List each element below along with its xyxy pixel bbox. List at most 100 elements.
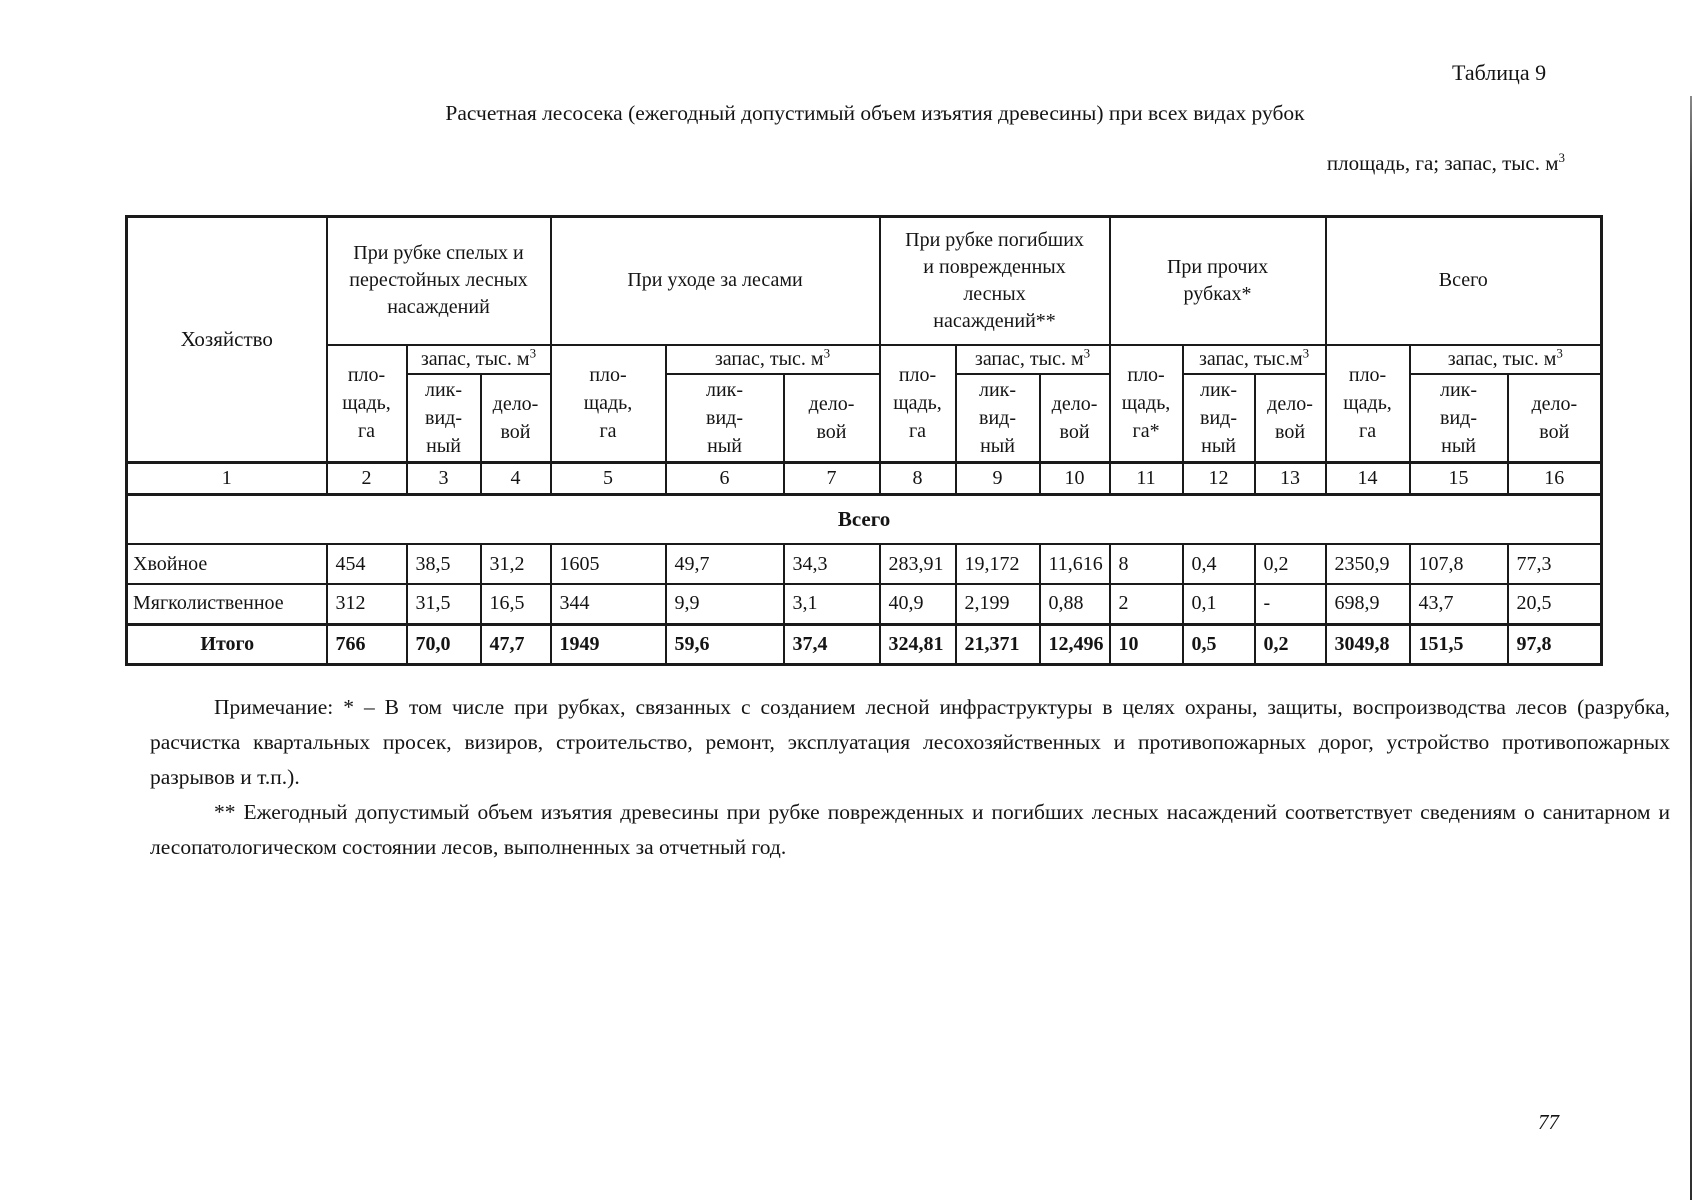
cell: 77,3: [1506, 543, 1603, 585]
liquid-header: лик- вид- ный: [405, 372, 482, 463]
cell: 698,9: [1324, 583, 1411, 625]
cell: 2350,9: [1324, 543, 1411, 585]
cell: 766: [325, 622, 408, 665]
column-number: 9: [954, 460, 1041, 496]
cell: 0,5: [1181, 622, 1256, 665]
cell: 107,8: [1408, 543, 1509, 585]
group-header-row: Хозяйство При рубке спелых и перестойных…: [125, 215, 1603, 463]
cell: 2,199: [954, 583, 1041, 625]
liquid-header: лик- вид- ный: [954, 372, 1041, 463]
cell: 59,6: [664, 622, 785, 665]
cell: 0,4: [1181, 543, 1256, 585]
area-header: пло- щадь, га: [1324, 343, 1411, 463]
business-header: дело- вой: [479, 372, 552, 463]
stock-superscript: 3: [1302, 345, 1310, 361]
business-header: дело- вой: [1038, 372, 1111, 463]
area-header: пло- щадь, га*: [1108, 343, 1184, 463]
cell: 16,5: [479, 583, 552, 625]
cell: 312: [325, 583, 408, 625]
subheader-row-1: пло- щадь, га запас, тыс. м3 пло- щадь, …: [127, 343, 1603, 463]
cell: 31,2: [479, 543, 552, 585]
table-body: Всего Хвойное 454 38,5 31,2 1605 49,7 34,3 283,9…: [125, 493, 1603, 665]
row-label: Итого: [125, 622, 328, 665]
column-number: 16: [1506, 460, 1603, 496]
cell: 19,172: [954, 543, 1041, 585]
cell: 283,91: [878, 543, 957, 585]
document-title: Расчетная лесосека (ежегодный допустимый…: [445, 101, 1305, 125]
page-number: 77: [1538, 1110, 1559, 1134]
liquid-header: лик- вид- ный: [1181, 372, 1256, 463]
note-asterisk: Примечание: * – В том числе при рубках, …: [150, 695, 1670, 789]
cell: 21,371: [954, 622, 1041, 665]
group-header-mature-felling: При рубке спелых и перестойных лесных на…: [325, 215, 552, 346]
units-superscript: 3: [1558, 150, 1566, 165]
cell: 324,81: [878, 622, 957, 665]
column-number: 10: [1038, 460, 1111, 496]
cell: 2: [1108, 583, 1184, 625]
cell: 3049,8: [1324, 622, 1411, 665]
column-number: 6: [664, 460, 785, 496]
cell: 3,1: [782, 583, 881, 625]
group-header-forest-care: При уходе за лесами: [549, 215, 881, 346]
stock-superscript: 3: [823, 345, 831, 361]
cell: 43,7: [1408, 583, 1509, 625]
stock-header: запас, тыс. м3: [1408, 343, 1603, 375]
business-header: дело- вой: [782, 372, 881, 463]
cell: 344: [549, 583, 667, 625]
cell: 454: [325, 543, 408, 585]
column-number: 12: [1181, 460, 1256, 496]
cell: 11,616: [1038, 543, 1111, 585]
cell: 47,7: [479, 622, 552, 665]
cell: 20,5: [1506, 583, 1603, 625]
column-number: 13: [1253, 460, 1327, 496]
stock-superscript: 3: [1083, 345, 1091, 361]
table-row: Мягколиственное 312 31,5 16,5 344 9,9 3,1 40,9 2…: [125, 583, 1603, 625]
column-number: 7: [782, 460, 881, 496]
cell: 97,8: [1506, 622, 1603, 665]
row-label: Хвойное: [125, 543, 328, 585]
cell: 40,9: [878, 583, 957, 625]
business-header: дело- вой: [1253, 372, 1327, 463]
column-number: 14: [1324, 460, 1411, 496]
table-header: Хозяйство При рубке спелых и перестойных…: [125, 215, 1603, 496]
column-number: 1: [125, 460, 328, 496]
column-number: 2: [325, 460, 408, 496]
group-header-other-felling: При прочих рубках*: [1108, 215, 1327, 346]
table-row: Хвойное 454 38,5 31,2 1605 49,7 34,3 283,91 19,1…: [125, 543, 1603, 585]
cell: 34,3: [782, 543, 881, 585]
group-header-dead-damaged: При рубке погибших и поврежденных лесных…: [878, 215, 1111, 346]
calculated-cutting-area-table: Хозяйство При рубке спелых и перестойных…: [125, 215, 1604, 666]
column-number: 5: [549, 460, 667, 496]
area-header: пло- щадь, га: [325, 343, 408, 463]
column-number: 8: [878, 460, 957, 496]
area-header: пло- щадь, га: [878, 343, 957, 463]
column-number: 11: [1108, 460, 1184, 496]
section-row: Всего: [125, 493, 1603, 545]
stock-header: запас, тыс. м3: [664, 343, 881, 375]
cell: 10: [1108, 622, 1184, 665]
cell: -: [1253, 583, 1327, 625]
stock-header: запас, тыс.м3: [1181, 343, 1327, 375]
cell: 1605: [549, 543, 667, 585]
cell: 12,496: [1038, 622, 1111, 665]
liquid-header: лик- вид- ный: [664, 372, 785, 463]
stock-superscript: 3: [1556, 345, 1563, 361]
scan-edge-artifact: [1690, 96, 1692, 1200]
cell: 8: [1108, 543, 1184, 585]
table-row: Итого 766 70,0 47,7 1949 59,6 37,4 324,81 21,371…: [125, 622, 1603, 665]
footnotes: Примечание: * – В том числе при рубках, …: [150, 690, 1670, 865]
section-label: Всего: [125, 493, 1603, 545]
cell: 0,2: [1253, 622, 1327, 665]
units-note: площадь, га; запас, тыс. м3: [0, 151, 1565, 176]
business-header: дело- вой: [1506, 372, 1603, 463]
stock-superscript: 3: [529, 345, 537, 361]
table-number-label: Таблица 9: [1452, 60, 1547, 85]
column-number: 15: [1408, 460, 1509, 496]
note-double-asterisk: ** Ежегодный допустимый объем изъятия др…: [150, 800, 1670, 859]
units-text: площадь, га; запас, тыс. м: [1326, 151, 1559, 175]
group-header-total: Всего: [1324, 215, 1603, 346]
cell: 0,2: [1253, 543, 1327, 585]
row-label: Мягколиственное: [125, 583, 328, 625]
cell: 0,1: [1181, 583, 1256, 625]
